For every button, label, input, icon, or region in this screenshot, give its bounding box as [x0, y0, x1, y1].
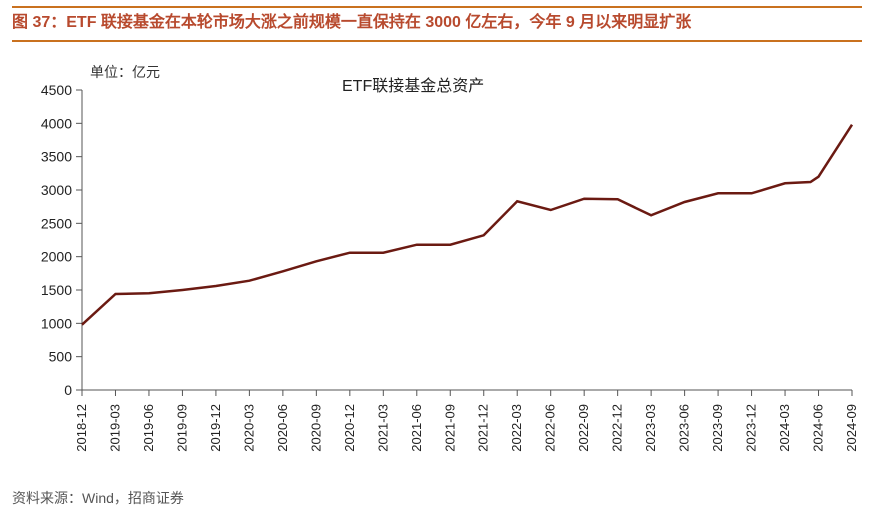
etf-feeder-assets-line [82, 125, 852, 325]
x-tick-label: 2019-12 [208, 404, 223, 452]
y-tick-label: 3000 [41, 182, 72, 198]
x-tick-label: 2024-06 [811, 404, 826, 452]
y-tick-label: 4500 [41, 82, 72, 98]
x-tick-label: 2022-06 [543, 404, 558, 452]
y-tick-label: 500 [49, 349, 73, 365]
x-tick-label: 2023-09 [710, 404, 725, 452]
x-tick-label: 2024-03 [777, 404, 792, 452]
x-tick-label: 2022-03 [509, 404, 524, 452]
chart-area: 单位：亿元 ETF联接基金总资产 0 500 1000 1500 2000 2500 300… [12, 60, 862, 470]
x-tick-label: 2020-09 [308, 404, 323, 452]
y-tick-label: 3500 [41, 149, 72, 165]
x-tick-label: 2019-09 [174, 404, 189, 452]
x-tick-label: 2022-09 [576, 404, 591, 452]
x-tick-label: 2023-12 [744, 404, 759, 452]
x-tick-label: 2020-03 [241, 404, 256, 452]
figure-title-band: 图 37：ETF 联接基金在本轮市场大涨之前规模一直保持在 3000 亿左右，今… [12, 6, 862, 42]
x-tick-label: 2023-03 [643, 404, 658, 452]
y-tick-label: 2500 [41, 215, 72, 231]
x-tick-label: 2021-03 [375, 404, 390, 452]
line-chart-svg: 0 500 1000 1500 2000 2500 3000 3500 4000 4500 2018… [12, 60, 862, 470]
x-tick-label: 2021-12 [476, 404, 491, 452]
figure-title: 图 37：ETF 联接基金在本轮市场大涨之前规模一直保持在 3000 亿左右，今… [12, 12, 862, 34]
figure-container: { "title": { "prefix": "图 37：", "text": … [0, 0, 874, 514]
legend-label: ETF联接基金总资产 [342, 72, 484, 96]
y-tick-label: 0 [64, 382, 72, 398]
y-tick-label: 2000 [41, 249, 72, 265]
source-label: 资料来源：Wind，招商证券 [12, 488, 184, 508]
x-tick-label: 2019-06 [141, 404, 156, 452]
y-tick-label: 4000 [41, 115, 72, 131]
y-tick-label: 1000 [41, 315, 72, 331]
x-tick-label: 2020-06 [275, 404, 290, 452]
figure-number: 图 37： [12, 14, 66, 31]
x-tick-label: 2020-12 [342, 404, 357, 452]
x-tick-label: 2018-12 [74, 404, 89, 452]
y-tick-label: 1500 [41, 282, 72, 298]
unit-label: 单位：亿元 [90, 62, 160, 82]
x-tick-label: 2021-06 [409, 404, 424, 452]
x-tick-label: 2024-09 [844, 404, 859, 452]
x-tick-label: 2021-09 [442, 404, 457, 452]
x-tick-label: 2022-12 [610, 404, 625, 452]
x-tick-label: 2019-03 [107, 404, 122, 452]
x-tick-label: 2023-06 [677, 404, 692, 452]
figure-title-text: ETF 联接基金在本轮市场大涨之前规模一直保持在 3000 亿左右，今年 9 月… [66, 14, 691, 31]
